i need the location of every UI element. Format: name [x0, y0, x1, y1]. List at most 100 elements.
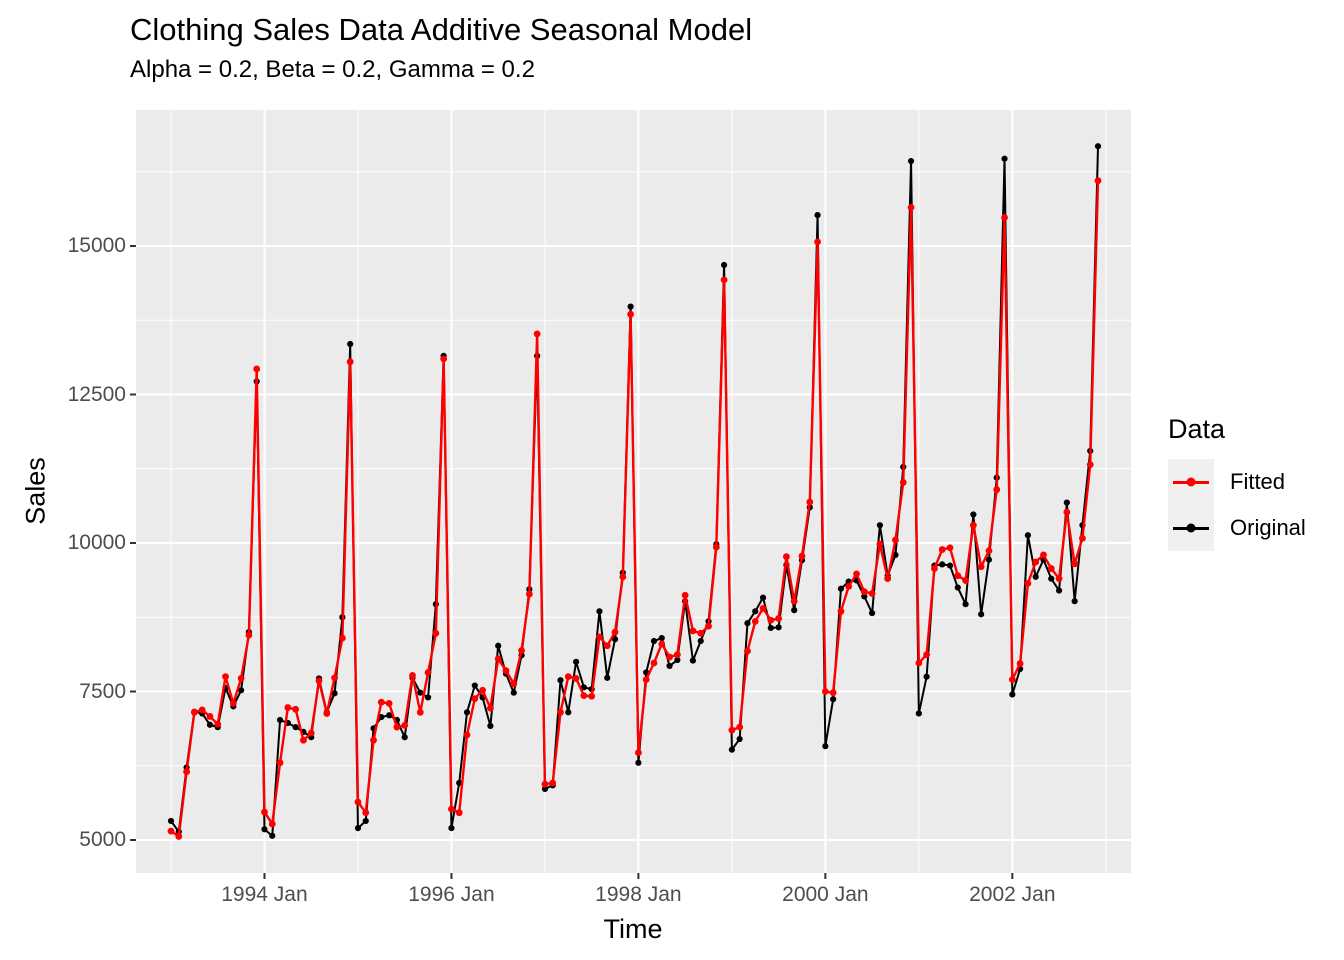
x-axis-title: Time — [603, 914, 663, 944]
fitted-point — [448, 805, 455, 813]
fitted-point — [424, 669, 432, 676]
fitted-point — [214, 720, 222, 728]
original-point — [572, 658, 580, 665]
original-point — [463, 709, 471, 716]
fitted-point — [206, 713, 214, 720]
fitted-point — [479, 686, 486, 694]
fitted-point — [564, 673, 572, 681]
original-point — [767, 624, 774, 632]
fitted-point — [1024, 579, 1032, 587]
fitted-point — [416, 708, 424, 716]
original-point — [650, 637, 658, 645]
original-point — [962, 601, 969, 608]
original-point — [830, 696, 837, 703]
fitted-point — [253, 365, 261, 373]
x-tick-label: 2000 Jan — [782, 883, 869, 906]
fitted-point — [307, 729, 315, 737]
original-point — [861, 593, 868, 600]
fitted-point — [720, 276, 728, 284]
fitted-point — [829, 689, 837, 697]
fitted-point — [611, 628, 619, 636]
y-tick-label: 10000 — [67, 531, 126, 554]
fitted-point — [549, 779, 557, 787]
fitted-point — [518, 647, 525, 654]
plot-panel — [130, 110, 1131, 879]
y-tick-label: 15000 — [67, 234, 126, 257]
legend-label-fitted: Fitted — [1230, 469, 1286, 494]
legend-label-original: Original — [1230, 515, 1306, 540]
original-point — [596, 608, 603, 615]
original-point — [261, 826, 268, 833]
fitted-point — [658, 640, 666, 648]
fitted-point — [385, 699, 393, 707]
original-point — [946, 562, 954, 569]
fitted-point — [510, 680, 518, 688]
fitted-point — [471, 695, 479, 703]
fitted-point — [370, 736, 377, 744]
fitted-point — [985, 547, 993, 555]
fitted-point — [673, 651, 681, 659]
fitted-point — [993, 486, 1001, 493]
legend-title: Data — [1168, 414, 1226, 444]
fitted-point — [783, 553, 790, 561]
x-tick-label: 1994 Jan — [221, 883, 308, 906]
original-point — [276, 716, 284, 724]
original-point — [456, 779, 463, 787]
fitted-point — [331, 674, 338, 682]
fitted-point — [767, 616, 775, 624]
original-point — [424, 694, 432, 701]
fitted-point — [401, 721, 409, 729]
original-point — [759, 594, 767, 601]
fitted-point — [627, 310, 635, 318]
original-point — [167, 817, 175, 825]
original-point — [907, 157, 915, 165]
legend: Data Fitted Original — [1168, 414, 1306, 551]
fitted-point — [486, 704, 494, 712]
original-point — [557, 677, 564, 684]
original-point — [658, 634, 665, 642]
fitted-point — [222, 673, 229, 681]
fitted-point — [1032, 558, 1040, 566]
fitted-point — [354, 798, 362, 806]
fitted-point — [1055, 575, 1063, 583]
fitted-point — [650, 659, 658, 667]
fitted-point — [689, 627, 697, 635]
original-point — [674, 656, 681, 664]
original-point — [744, 620, 751, 627]
chart-subtitle: Alpha = 0.2, Beta = 0.2, Gamma = 0.2 — [130, 56, 535, 83]
original-point — [985, 556, 993, 563]
fitted-point — [969, 521, 977, 529]
original-point — [448, 825, 455, 832]
original-point — [752, 608, 759, 615]
fitted-point — [198, 706, 206, 714]
original-point — [970, 511, 977, 518]
fitted-point — [268, 820, 276, 828]
fitted-point — [1071, 560, 1079, 568]
original-point — [775, 624, 782, 631]
fitted-point — [876, 540, 884, 548]
chart-title: Clothing Sales Data Additive Seasonal Mo… — [130, 12, 753, 47]
fitted-point — [557, 708, 564, 716]
original-point — [915, 710, 922, 717]
fitted-series — [167, 177, 1102, 840]
original-point — [635, 759, 642, 766]
fitted-point — [728, 726, 736, 734]
fitted-point — [884, 575, 892, 583]
original-point — [978, 611, 985, 618]
fitted-point — [681, 591, 689, 599]
fitted-point — [736, 723, 744, 731]
fitted-point — [541, 780, 549, 788]
fitted-point — [798, 552, 806, 560]
fitted-point — [393, 723, 401, 731]
fitted-point — [533, 330, 541, 338]
y-axis-title: Sales — [20, 457, 51, 525]
fitted-point — [1094, 177, 1102, 185]
fitted-point — [954, 572, 962, 580]
fitted-point — [1040, 551, 1047, 559]
fitted-point — [938, 546, 946, 553]
original-point — [401, 734, 408, 741]
y-tick-label: 12500 — [67, 382, 126, 406]
fitted-point — [276, 759, 284, 767]
legend-item-fitted: Fitted — [1168, 459, 1306, 505]
original-point — [238, 687, 245, 694]
